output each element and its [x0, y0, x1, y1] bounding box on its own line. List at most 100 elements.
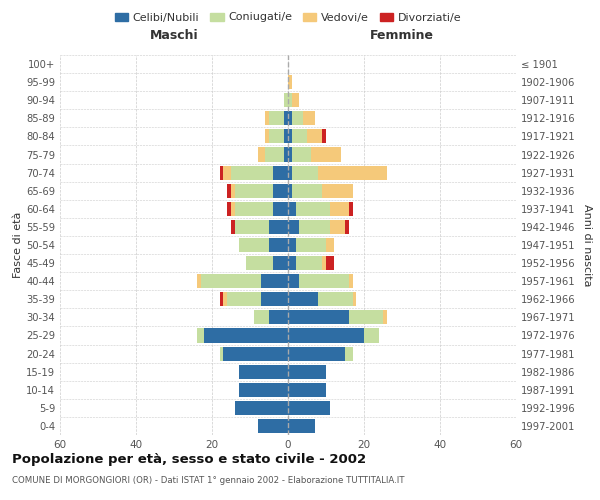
Bar	[288, 401, 330, 415]
Bar	[303, 112, 314, 126]
Bar	[269, 112, 284, 126]
Bar	[220, 346, 223, 360]
Bar	[265, 148, 284, 162]
Bar	[296, 238, 326, 252]
Bar	[288, 166, 292, 179]
Bar	[269, 310, 288, 324]
Bar	[345, 346, 353, 360]
Bar	[235, 202, 273, 216]
Bar	[269, 220, 288, 234]
Bar	[257, 148, 265, 162]
Bar	[322, 130, 326, 143]
Bar	[322, 256, 326, 270]
Text: Popolazione per età, sesso e stato civile - 2002: Popolazione per età, sesso e stato civil…	[12, 452, 366, 466]
Bar	[311, 148, 341, 162]
Text: Maschi: Maschi	[149, 30, 199, 43]
Text: COMUNE DI MORGONGIORI (OR) - Dati ISTAT 1° gennaio 2002 - Elaborazione TUTTITALI: COMUNE DI MORGONGIORI (OR) - Dati ISTAT …	[12, 476, 404, 485]
Bar	[288, 328, 364, 342]
Bar	[319, 166, 387, 179]
Bar	[296, 202, 330, 216]
Bar	[288, 274, 299, 288]
Bar	[220, 292, 223, 306]
Bar	[273, 202, 288, 216]
Bar	[235, 401, 288, 415]
Bar	[265, 130, 269, 143]
Bar	[231, 220, 235, 234]
Bar	[288, 202, 296, 216]
Bar	[288, 292, 319, 306]
Bar	[284, 130, 288, 143]
Bar	[273, 166, 288, 179]
Bar	[288, 93, 292, 108]
Bar	[326, 238, 334, 252]
Bar	[292, 148, 311, 162]
Bar	[349, 274, 353, 288]
Text: Femmine: Femmine	[370, 30, 434, 43]
Bar	[330, 202, 349, 216]
Bar	[326, 256, 334, 270]
Bar	[292, 184, 322, 198]
Bar	[288, 130, 292, 143]
Bar	[288, 256, 296, 270]
Bar	[262, 274, 288, 288]
Bar	[231, 184, 235, 198]
Bar	[288, 148, 292, 162]
Bar	[273, 184, 288, 198]
Bar	[292, 112, 303, 126]
Bar	[227, 292, 262, 306]
Bar	[288, 184, 292, 198]
Bar	[197, 274, 200, 288]
Bar	[284, 148, 288, 162]
Bar	[231, 166, 273, 179]
Bar	[265, 112, 269, 126]
Bar	[288, 75, 292, 89]
Bar	[383, 310, 387, 324]
Bar	[269, 130, 284, 143]
Bar	[231, 202, 235, 216]
Bar	[288, 346, 345, 360]
Y-axis label: Anni di nascita: Anni di nascita	[582, 204, 592, 286]
Bar	[292, 166, 319, 179]
Bar	[223, 346, 288, 360]
Bar	[288, 382, 326, 397]
Bar	[288, 364, 326, 378]
Bar	[299, 220, 330, 234]
Bar	[220, 166, 223, 179]
Bar	[239, 238, 269, 252]
Bar	[223, 166, 231, 179]
Bar	[239, 364, 288, 378]
Bar	[284, 112, 288, 126]
Bar	[288, 112, 292, 126]
Bar	[307, 130, 322, 143]
Bar	[235, 220, 269, 234]
Bar	[353, 292, 356, 306]
Bar	[349, 310, 383, 324]
Bar	[299, 274, 349, 288]
Bar	[288, 310, 349, 324]
Bar	[292, 130, 307, 143]
Bar	[227, 202, 231, 216]
Bar	[235, 184, 273, 198]
Bar	[239, 382, 288, 397]
Bar	[288, 238, 296, 252]
Bar	[288, 419, 314, 433]
Bar	[349, 202, 353, 216]
Bar	[296, 256, 322, 270]
Bar	[246, 256, 273, 270]
Bar	[322, 184, 353, 198]
Bar	[273, 256, 288, 270]
Bar	[223, 292, 227, 306]
Bar	[205, 328, 288, 342]
Y-axis label: Fasce di età: Fasce di età	[13, 212, 23, 278]
Bar	[330, 220, 345, 234]
Bar	[345, 220, 349, 234]
Bar	[257, 419, 288, 433]
Bar	[364, 328, 379, 342]
Bar	[200, 274, 262, 288]
Bar	[288, 220, 299, 234]
Bar	[227, 184, 231, 198]
Bar	[319, 292, 353, 306]
Bar	[284, 93, 288, 108]
Bar	[197, 328, 205, 342]
Legend: Celibi/Nubili, Coniugati/e, Vedovi/e, Divorziati/e: Celibi/Nubili, Coniugati/e, Vedovi/e, Di…	[110, 8, 466, 27]
